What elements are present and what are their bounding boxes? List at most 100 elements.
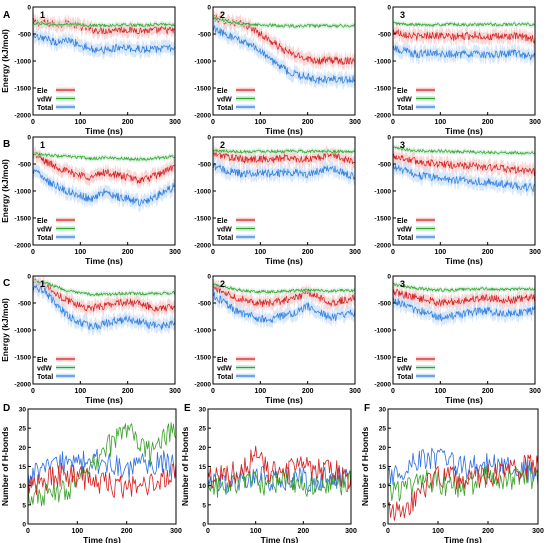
panel-c-3: 0 100 200 300 0 -500 -1000 -1500 -2000 Time (ns) 3…	[374, 274, 541, 406]
row-label-a: A	[3, 10, 10, 21]
legend-label: Total	[397, 235, 413, 242]
x-tick-label: 200	[482, 249, 494, 256]
plot-area	[208, 445, 351, 498]
x-tick-label: 200	[482, 388, 494, 395]
legend-label: vdW	[217, 366, 232, 373]
series-2-line	[28, 422, 176, 507]
x-tick-label: 200	[482, 528, 494, 535]
x-tick-label: 100	[254, 249, 266, 256]
legend-label: vdW	[37, 366, 52, 373]
legend-label: Ele	[217, 357, 228, 364]
y-tick-label: -1500	[14, 355, 31, 362]
y-tick-label: -2000	[194, 113, 211, 120]
series-1-line	[28, 448, 176, 489]
y-tick-label: 10	[379, 483, 387, 490]
x-tick-label: 100	[74, 249, 86, 256]
x-tick-label: 100	[432, 528, 444, 535]
y-axis-label: Energy (kJ/mol)	[0, 298, 10, 362]
y-tick-label: -2000	[194, 243, 211, 250]
x-tick-label: 200	[302, 388, 314, 395]
x-tick-label: 100	[74, 119, 86, 126]
series-ele-line	[393, 29, 535, 44]
y-tick-label: -1000	[14, 328, 31, 335]
x-tick-label: 0	[391, 388, 395, 395]
series-total-line	[393, 297, 535, 322]
x-tick-label: 200	[297, 528, 309, 535]
legend-label: Total	[217, 105, 233, 112]
y-tick-label: 15	[379, 464, 387, 471]
y-tick-label: -1000	[194, 59, 211, 66]
series-vdw-line	[393, 21, 535, 27]
legend-label: Ele	[397, 218, 408, 225]
x-tick-label: 0	[211, 249, 215, 256]
y-tick-label: 20	[379, 445, 387, 452]
series-vdw-line	[213, 283, 355, 294]
x-tick-label: 0	[26, 528, 30, 535]
legend-label: Ele	[217, 88, 228, 95]
plot-area	[213, 278, 355, 329]
x-tick-label: 200	[482, 119, 494, 126]
legend-label: Total	[397, 105, 413, 112]
panel-a-2: 0 100 200 300 0 -500 -1000 -1500 -2000 Time (ns) 2…	[194, 5, 361, 137]
x-tick-label: 0	[211, 388, 215, 395]
series-vdw-line	[393, 146, 535, 155]
y-tick-label: -2000	[374, 382, 391, 389]
panel-number: 2	[220, 279, 225, 289]
series-ele-line	[213, 149, 355, 165]
y-axis-label: Energy (kJ/mol)	[0, 29, 10, 93]
y-tick-label: 0	[27, 274, 31, 281]
x-axis-label: Time (ns)	[265, 395, 303, 405]
y-tick-label: -1000	[374, 328, 391, 335]
row-label-e: E	[184, 403, 191, 414]
y-tick-label: -1500	[194, 216, 211, 223]
x-tick-label: 300	[169, 119, 181, 126]
x-axis-label: Time (ns)	[265, 256, 303, 266]
series-vdw-line	[213, 17, 355, 28]
panel-c-2: 0 100 200 300 0 -500 -1000 -1500 -2000 Time (ns) 2…	[194, 274, 361, 406]
plot-area	[33, 12, 175, 61]
series-vdw-line	[33, 21, 175, 28]
legend-label: Total	[37, 374, 53, 381]
series-ele-line	[33, 278, 175, 312]
legend-label: Ele	[37, 357, 48, 364]
y-axis-label: Number of H-bonds	[0, 427, 10, 507]
legend-label: vdW	[37, 97, 52, 104]
y-tick-label: -500	[198, 301, 211, 308]
x-tick-label: 300	[532, 528, 544, 535]
y-tick-label: 0	[207, 5, 211, 12]
series-vdw-line	[33, 280, 175, 297]
y-tick-label: 25	[199, 426, 207, 433]
legend-label: vdW	[397, 366, 412, 373]
row-label-d: D	[3, 403, 10, 414]
panel-number: 1	[40, 140, 45, 150]
y-tick-label: -500	[18, 162, 31, 169]
series-total-line	[393, 164, 535, 193]
x-tick-label: 0	[31, 249, 35, 256]
plot-area	[393, 19, 535, 68]
svg-text:B: B	[3, 139, 10, 150]
series-ele-band	[33, 145, 175, 190]
legend-label: Total	[37, 105, 53, 112]
legend-label: Total	[217, 235, 233, 242]
legend-label: Ele	[217, 218, 228, 225]
y-tick-label: -2000	[194, 382, 211, 389]
x-tick-label: 200	[302, 249, 314, 256]
x-tick-label: 300	[529, 249, 541, 256]
y-tick-label: 5	[202, 502, 206, 509]
x-tick-label: 100	[254, 388, 266, 395]
series-total-line	[213, 25, 355, 85]
plot-frame	[27, 408, 177, 525]
x-axis-label: Time (ns)	[265, 126, 303, 136]
x-tick-label: 200	[122, 249, 134, 256]
panel-number: 3	[400, 140, 405, 150]
x-tick-label: 100	[250, 528, 262, 535]
legend-label: vdW	[397, 97, 412, 104]
y-tick-label: -1000	[14, 189, 31, 196]
y-tick-label: 0	[207, 274, 211, 281]
y-tick-label: -1000	[194, 328, 211, 335]
y-axis-label: Energy (kJ/mol)	[0, 159, 10, 223]
x-tick-label: 200	[122, 388, 134, 395]
series-vdw-band	[213, 281, 355, 296]
